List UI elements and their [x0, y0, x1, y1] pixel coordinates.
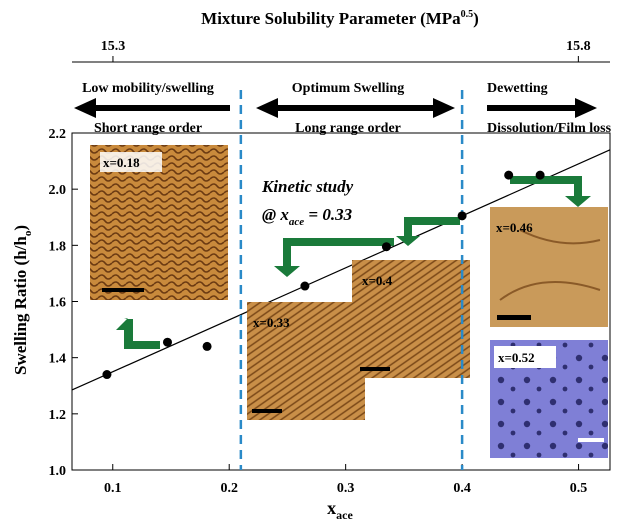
y-tick-label: 1.0 [49, 464, 67, 479]
y-tick-label: 1.8 [49, 239, 67, 254]
data-point [203, 342, 212, 351]
top-tick-label: 15.3 [101, 39, 126, 54]
top-axis-title-text: Mixture Solubility Parameter (MPa [201, 9, 461, 28]
annotation: @ xace = 0.33 [262, 205, 353, 228]
annotation-text: @ x [262, 205, 289, 224]
x-tick-label: 0.3 [337, 481, 355, 496]
data-point [382, 242, 391, 251]
region-arrows [74, 98, 597, 118]
region-label: Dissolution/Film loss [487, 121, 612, 136]
data-point [458, 211, 467, 220]
scale-bar [102, 288, 144, 292]
scale-bar [578, 438, 604, 442]
scale-bar [252, 409, 282, 413]
page: {"chart_data": {"type": "scatter", "x2la… [0, 0, 642, 523]
inset-label: x=0.4 [362, 273, 393, 288]
y-tick-label: 2.2 [49, 127, 67, 142]
annotation-text: = 0.33 [304, 205, 352, 224]
x-tick-label: 0.2 [220, 481, 238, 496]
y-axis-title-end: ) [11, 225, 30, 231]
inset-label: x=0.52 [498, 350, 535, 365]
x-axis-title-text: x [327, 498, 336, 518]
inset-label: x=0.33 [253, 315, 290, 330]
x-axis-title: xace [327, 498, 353, 522]
y-axis-title-text: Swelling Ratio (h/h [11, 236, 30, 375]
region-label: Low mobility/swelling [82, 81, 214, 96]
data-point [504, 171, 513, 180]
chart: Mixture Solubility Parameter (MPa0.5) Sw… [0, 0, 642, 523]
annotation-sub: ace [289, 216, 304, 228]
y-axis-title: Swelling Ratio (h/ho) [11, 225, 34, 375]
data-point [300, 282, 309, 291]
region-label: Short range order [94, 121, 202, 136]
y-tick-label: 2.0 [49, 183, 67, 198]
scale-bar [360, 367, 390, 371]
y-tick-label: 1.6 [49, 296, 67, 311]
region-label: Optimum Swelling [292, 81, 404, 96]
data-point [102, 370, 111, 379]
region-label: Dewetting [487, 81, 548, 96]
top-axis-title-end: ) [473, 9, 479, 28]
x-tick-label: 0.5 [570, 481, 588, 496]
data-point [536, 171, 545, 180]
annotation: Kinetic study [261, 177, 354, 196]
top-axis-title: Mixture Solubility Parameter (MPa0.5) [201, 9, 479, 28]
region-label: Long range order [295, 121, 401, 136]
top-tick-label: 15.8 [566, 39, 591, 54]
x-axis-title-sub: ace [336, 508, 353, 522]
inset-label: x=0.18 [103, 155, 140, 170]
scale-bar [497, 315, 531, 320]
x-tick-label: 0.4 [453, 481, 471, 496]
y-tick-label: 1.4 [49, 352, 67, 367]
top-axis-title-sup: 0.5 [461, 9, 474, 20]
data-point [163, 338, 172, 347]
inset-label: x=0.46 [496, 220, 533, 235]
x-tick-label: 0.1 [104, 481, 122, 496]
y-tick-label: 1.2 [49, 408, 67, 423]
